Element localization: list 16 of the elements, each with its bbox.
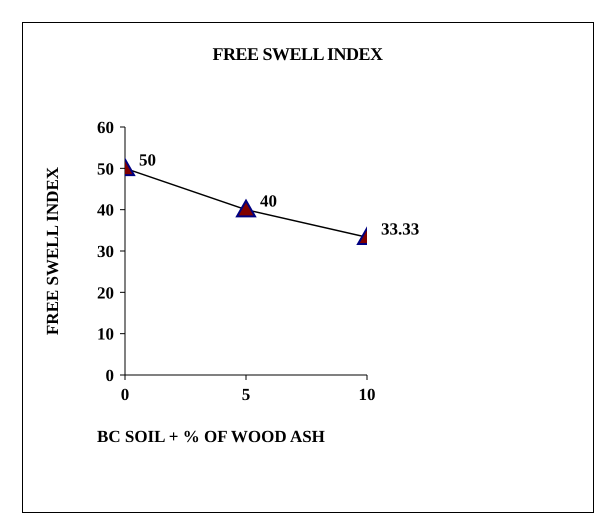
- data-label: 40: [260, 192, 277, 211]
- data-label: 50: [139, 150, 156, 170]
- y-tick-label: 40: [97, 200, 114, 220]
- y-tick-label: 10: [97, 324, 114, 344]
- x-tick-label: 0: [120, 385, 130, 404]
- y-tick-label: 50: [97, 159, 114, 178]
- data-label: 33.33: [381, 219, 420, 238]
- y-tick-label: 30: [97, 242, 114, 262]
- y-axis-title: FREE SWELL INDEX: [43, 166, 62, 336]
- x-tick-label: 5: [242, 385, 250, 404]
- x-axis-title: BC SOIL + % OF WOOD ASH: [97, 427, 325, 446]
- y-tick-label: 20: [97, 283, 114, 302]
- x-tick-label: 10: [358, 385, 376, 404]
- y-tick-label: 0: [106, 366, 114, 386]
- chart-title: FREE SWELL INDEX: [211, 44, 384, 65]
- y-tick-label: 60: [97, 118, 114, 138]
